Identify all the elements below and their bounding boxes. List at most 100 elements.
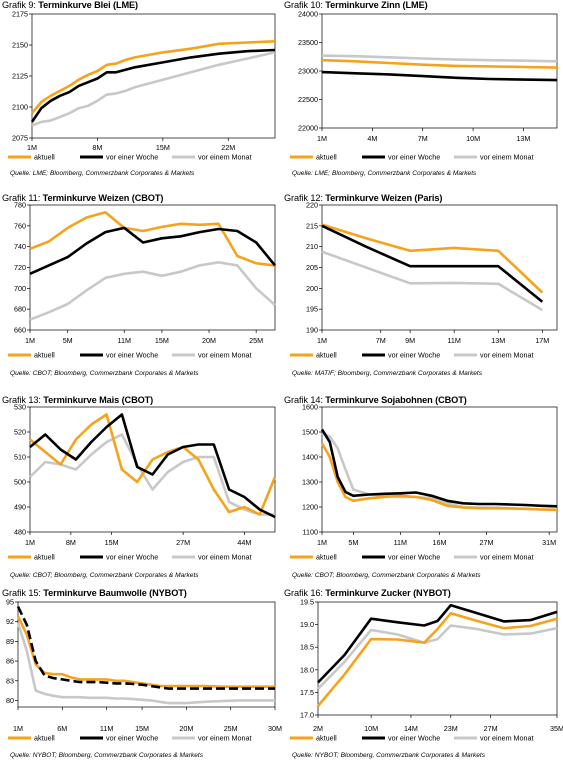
chart-title: Grafik 12: Terminkurve Weizen (Paris) bbox=[284, 193, 443, 203]
series-line-woche bbox=[16, 606, 275, 690]
chart-panel-g10: Grafik 10: Terminkurve Zinn (LME) 22000 2… bbox=[282, 0, 563, 190]
x-tick-label: 5M bbox=[348, 538, 358, 547]
legend-label-monat: vor einem Monat bbox=[198, 734, 252, 743]
chart-svg: 17.0 17.5 18.0 18.5 19.0 19.5 2M 10M 14M 23M 27M 35… bbox=[290, 598, 563, 743]
series-line-woche bbox=[30, 48, 276, 123]
chart-title: Grafik 13: Terminkurve Mais (CBOT) bbox=[2, 395, 154, 405]
series-line-woche bbox=[321, 70, 558, 82]
y-tick-label: 2175 bbox=[12, 10, 28, 19]
y-tick-label: 2125 bbox=[12, 72, 28, 81]
series-line-aktuell bbox=[29, 210, 276, 267]
legend-label-monat: vor einem Monat bbox=[480, 553, 534, 562]
series-line-monat bbox=[31, 51, 276, 127]
x-tick-label: 11M bbox=[447, 336, 460, 345]
y-tick-label: 83 bbox=[6, 676, 14, 685]
chart-panel-g16: Grafik 16: Terminkurve Zucker (NYBOT) 17… bbox=[282, 588, 563, 778]
plot-frame bbox=[321, 406, 558, 533]
legend-label-woche: vor einer Woche bbox=[388, 553, 440, 562]
y-tick-label: 2100 bbox=[12, 103, 28, 112]
legend-label-aktuell: aktuell bbox=[34, 351, 55, 360]
y-tick-label: 195 bbox=[306, 305, 318, 314]
series-line-woche bbox=[29, 413, 276, 519]
x-tick-label: 35M bbox=[550, 724, 563, 733]
x-tick-label: 15M bbox=[156, 143, 170, 152]
x-tick-label: 11M bbox=[100, 724, 113, 733]
x-tick-label: 27M bbox=[176, 538, 190, 547]
series-line-monat bbox=[321, 250, 543, 312]
x-tick-label: 25M bbox=[249, 336, 263, 345]
chart-svg: 80 83 86 89 92 95 1M 6M 11M 15M 20M 25M 30M aktuell vo… bbox=[6, 598, 282, 743]
legend-label-woche: vor einer Woche bbox=[388, 734, 440, 743]
legend-label-monat: vor einem Monat bbox=[480, 351, 534, 360]
x-tick-label: 15M bbox=[105, 538, 119, 547]
y-tick-label: 680 bbox=[14, 305, 26, 314]
x-tick-label: 10M bbox=[364, 724, 378, 733]
x-tick-label: 11M bbox=[394, 538, 407, 547]
series-line-monat bbox=[317, 624, 558, 690]
chart-source: Quelle: LME; Bloomberg, Commerzbank Corp… bbox=[10, 170, 195, 177]
legend-label-woche: vor einer Woche bbox=[388, 153, 440, 162]
series-line-aktuell bbox=[16, 615, 275, 688]
chart-title: Grafik 10: Terminkurve Zinn (LME) bbox=[284, 0, 428, 10]
plot-frame bbox=[17, 601, 276, 708]
x-tick-label: 17M bbox=[535, 336, 549, 345]
plot-frame bbox=[29, 406, 276, 533]
chart-source: Quelle: MATIF; Bloomberg, Commerzbank Co… bbox=[292, 370, 483, 377]
x-tick-label: 2M bbox=[313, 724, 323, 733]
legend-label-woche: vor einer Woche bbox=[106, 351, 158, 360]
x-tick-label: 20M bbox=[202, 336, 216, 345]
x-tick-label: 1M bbox=[25, 336, 35, 345]
y-tick-label: 86 bbox=[6, 657, 14, 666]
chart-panel-g9: Grafik 9: Terminkurve Blei (LME) 2075 210… bbox=[0, 0, 281, 190]
series-line-aktuell bbox=[321, 58, 558, 69]
y-tick-label: 1600 bbox=[302, 403, 318, 412]
x-tick-label: 11M bbox=[118, 336, 131, 345]
series-line-aktuell bbox=[321, 223, 544, 294]
x-tick-label: 1M bbox=[317, 538, 327, 547]
chart-svg: 2075 2100 2125 2150 2175 1M 8M 15M 22M aktuell vor… bbox=[8, 10, 276, 162]
y-tick-label: 1200 bbox=[302, 503, 318, 512]
chart-source: Quelle: CBOT; Bloomberg, Commerzbank Cor… bbox=[10, 370, 199, 377]
legend-label-aktuell: aktuell bbox=[316, 351, 337, 360]
series-line-aktuell bbox=[30, 40, 276, 115]
y-tick-label: 17.0 bbox=[300, 711, 314, 720]
plot-frame bbox=[317, 601, 558, 716]
y-tick-label: 92 bbox=[6, 617, 14, 626]
series-line-monat bbox=[29, 433, 275, 516]
y-tick-label: 19.5 bbox=[300, 598, 314, 607]
chart-title: Grafik 16: Terminkurve Zucker (NYBOT) bbox=[284, 588, 451, 598]
x-tick-label: 7M bbox=[376, 336, 386, 345]
y-tick-label: 23500 bbox=[298, 38, 318, 47]
y-tick-label: 490 bbox=[14, 503, 26, 512]
y-tick-label: 1100 bbox=[303, 528, 318, 537]
chart-source: Quelle: CBOT; Bloomberg, Commerzbank Cor… bbox=[10, 572, 199, 579]
chart-panel-g15: Grafik 15: Terminkurve Baumwolle (NYBOT)… bbox=[0, 588, 282, 778]
y-tick-label: 80 bbox=[6, 696, 14, 705]
y-tick-label: 205 bbox=[306, 263, 318, 272]
series-line-woche bbox=[317, 603, 558, 684]
y-tick-label: 500 bbox=[14, 478, 26, 487]
x-tick-label: 25M bbox=[224, 724, 238, 733]
x-tick-label: 13M bbox=[491, 336, 505, 345]
chart-svg: 1100 1200 1300 1400 1500 1600 1M 5M 11M 16M 27M 31M… bbox=[290, 403, 558, 562]
x-tick-label: 27M bbox=[484, 724, 498, 733]
chart-source: Quelle: LME; Bloomberg, Commerzbank Corp… bbox=[292, 170, 477, 177]
series-line-monat bbox=[321, 54, 558, 63]
x-tick-label: 6M bbox=[57, 724, 67, 733]
series-line-aktuell bbox=[29, 413, 277, 516]
x-tick-label: 15M bbox=[135, 724, 149, 733]
x-tick-label: 9M bbox=[405, 336, 415, 345]
x-tick-label: 44M bbox=[237, 538, 251, 547]
legend-label-aktuell: aktuell bbox=[34, 153, 55, 162]
legend-label-monat: vor einem Monat bbox=[198, 153, 252, 162]
y-tick-label: 95 bbox=[6, 598, 14, 607]
plot-frame bbox=[31, 13, 276, 139]
y-tick-label: 700 bbox=[14, 284, 26, 293]
legend-label-aktuell: aktuell bbox=[316, 734, 337, 743]
legend-label-woche: vor einer Woche bbox=[388, 351, 440, 360]
y-tick-label: 17.5 bbox=[300, 688, 314, 697]
y-tick-label: 2150 bbox=[12, 41, 28, 50]
chart-title: Grafik 15: Terminkurve Baumwolle (NYBOT) bbox=[2, 588, 187, 598]
x-tick-label: 4M bbox=[367, 134, 377, 143]
series-line-monat bbox=[16, 622, 275, 705]
